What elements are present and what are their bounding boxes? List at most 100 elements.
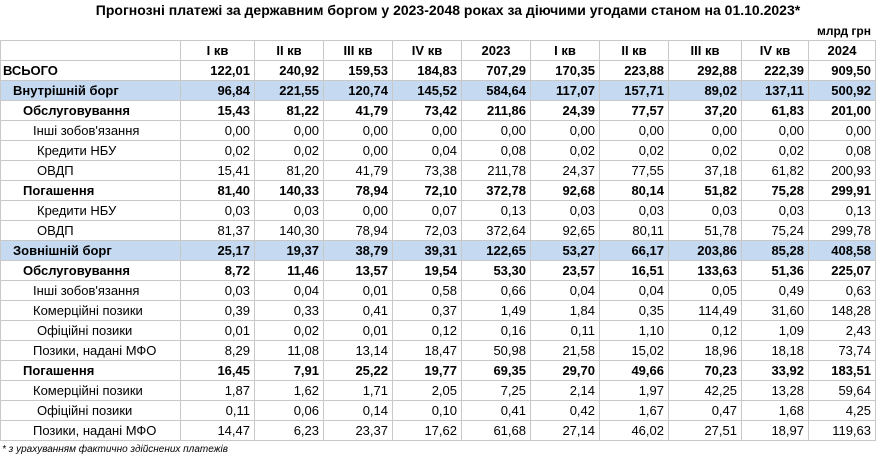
value-cell: 23,37 — [323, 420, 393, 441]
value-cell: 1,71 — [323, 380, 393, 401]
value-cell: 61,82 — [741, 160, 809, 181]
value-cell: 81,37 — [180, 220, 255, 241]
value-cell: 0,04 — [254, 280, 324, 301]
value-cell: 200,93 — [808, 160, 876, 181]
table-row: Інші зобов'язання 0,00 0,00 0,00 0,00 0,00 0,0… — [0, 120, 876, 141]
value-cell: 73,74 — [808, 340, 876, 361]
table-row: Внутрішній борг 96,84 221,55 120,74 145,52 58… — [0, 80, 876, 101]
value-cell: 0,08 — [808, 140, 876, 161]
value-cell: 16,45 — [180, 360, 255, 381]
value-cell: 0,11 — [530, 320, 600, 341]
value-cell: 0,03 — [180, 280, 255, 301]
value-cell: 0,08 — [461, 140, 531, 161]
value-cell: 170,35 — [530, 60, 600, 81]
value-cell: 8,29 — [180, 340, 255, 361]
row-label: Офіційні позики — [0, 400, 181, 421]
value-cell: 0,00 — [599, 120, 669, 141]
value-cell: 18,96 — [668, 340, 742, 361]
value-cell: 0,42 — [530, 400, 600, 421]
value-cell: 15,02 — [599, 340, 669, 361]
value-cell: 78,94 — [323, 180, 393, 201]
value-cell: 38,79 — [323, 240, 393, 261]
column-header: II кв — [599, 40, 669, 61]
value-cell: 92,65 — [530, 220, 600, 241]
value-cell: 0,00 — [392, 120, 462, 141]
value-cell: 0,12 — [668, 320, 742, 341]
table-row: Обслуговування 8,72 11,46 13,57 19,54 53,30 23… — [0, 260, 876, 281]
value-cell: 0,41 — [461, 400, 531, 421]
table-row: Зовнішній борг 25,17 19,37 38,79 39,31 122,65… — [0, 240, 876, 261]
row-label: Офіційні позики — [0, 320, 181, 341]
value-cell: 0,07 — [392, 200, 462, 221]
value-cell: 0,00 — [668, 120, 742, 141]
value-cell: 0,01 — [180, 320, 255, 341]
value-cell: 0,03 — [254, 200, 324, 221]
value-cell: 46,02 — [599, 420, 669, 441]
value-cell: 2,43 — [808, 320, 876, 341]
value-cell: 0,02 — [668, 140, 742, 161]
row-label: Кредити НБУ — [0, 140, 181, 161]
column-header: III кв — [323, 40, 393, 61]
value-cell: 72,03 — [392, 220, 462, 241]
table-row: Погашення 16,45 7,91 25,22 19,77 69,35 29,70 49… — [0, 360, 876, 381]
row-label: Погашення — [0, 180, 181, 201]
table-row: ОВДП 81,37 140,30 78,94 72,03 372,64 92,65 80,1… — [0, 220, 876, 241]
value-cell: 15,43 — [180, 100, 255, 121]
value-cell: 500,92 — [808, 80, 876, 101]
value-cell: 24,39 — [530, 100, 600, 121]
value-cell: 81,40 — [180, 180, 255, 201]
value-cell: 25,17 — [180, 240, 255, 261]
value-cell: 73,42 — [392, 100, 462, 121]
value-cell: 0,11 — [180, 400, 255, 421]
value-cell: 11,08 — [254, 340, 324, 361]
value-cell: 240,92 — [254, 60, 324, 81]
value-cell: 66,17 — [599, 240, 669, 261]
value-cell: 223,88 — [599, 60, 669, 81]
value-cell: 0,04 — [530, 280, 600, 301]
row-label: Обслуговування — [0, 260, 181, 281]
value-cell: 51,78 — [668, 220, 742, 241]
value-cell: 222,39 — [741, 60, 809, 81]
table-row: Інші зобов'язання 0,03 0,04 0,01 0,58 0,66 0,0… — [0, 280, 876, 301]
value-cell: 0,01 — [323, 280, 393, 301]
value-cell: 77,57 — [599, 100, 669, 121]
value-cell: 75,28 — [741, 180, 809, 201]
value-cell: 0,02 — [741, 140, 809, 161]
table-row: Кредити НБУ 0,02 0,02 0,00 0,04 0,08 0,02 0,02 0… — [0, 140, 876, 161]
value-cell: 24,37 — [530, 160, 600, 181]
value-cell: 1,49 — [461, 300, 531, 321]
value-cell: 80,14 — [599, 180, 669, 201]
value-cell: 122,01 — [180, 60, 255, 81]
row-label: Інші зобов'язання — [0, 280, 181, 301]
value-cell: 80,11 — [599, 220, 669, 241]
value-cell: 0,00 — [530, 120, 600, 141]
value-cell: 0,13 — [808, 200, 876, 221]
table-row: Позики, надані МФО 14,47 6,23 23,37 17,62 61,… — [0, 420, 876, 441]
value-cell: 0,00 — [254, 120, 324, 141]
value-cell: 1,68 — [741, 400, 809, 421]
value-cell: 0,47 — [668, 400, 742, 421]
row-label: Інші зобов'язання — [0, 120, 181, 141]
value-cell: 89,02 — [668, 80, 742, 101]
value-cell: 19,77 — [392, 360, 462, 381]
table-row: Комерційні позики 1,87 1,62 1,71 2,05 7,25 2,1… — [0, 380, 876, 401]
value-cell: 0,00 — [741, 120, 809, 141]
column-header: IV кв — [392, 40, 462, 61]
unit-label: млрд грн — [816, 24, 871, 38]
value-cell: 72,10 — [392, 180, 462, 201]
value-cell: 0,14 — [323, 400, 393, 421]
value-cell: 0,33 — [254, 300, 324, 321]
value-cell: 203,86 — [668, 240, 742, 261]
value-cell: 117,07 — [530, 80, 600, 101]
value-cell: 42,25 — [668, 380, 742, 401]
value-cell: 73,38 — [392, 160, 462, 181]
value-cell: 1,87 — [180, 380, 255, 401]
value-cell: 584,64 — [461, 80, 531, 101]
value-cell: 53,27 — [530, 240, 600, 261]
row-label: Зовнішній борг — [0, 240, 181, 261]
value-cell: 27,14 — [530, 420, 600, 441]
value-cell: 145,52 — [392, 80, 462, 101]
value-cell: 8,72 — [180, 260, 255, 281]
value-cell: 0,35 — [599, 300, 669, 321]
row-label: Комерційні позики — [0, 300, 181, 321]
